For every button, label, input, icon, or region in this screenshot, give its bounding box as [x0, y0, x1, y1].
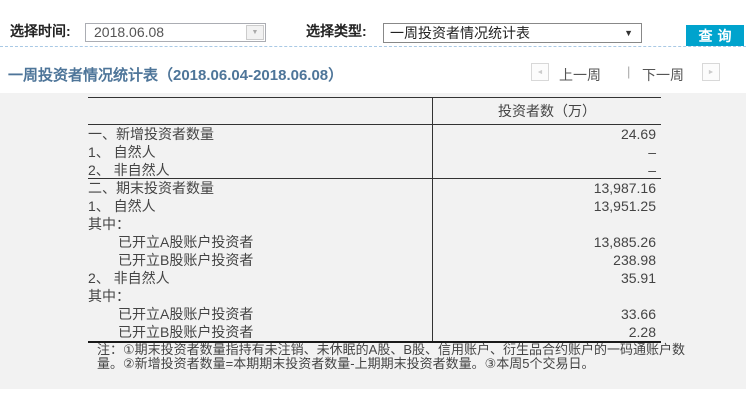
row-value: 35.91: [432, 269, 661, 287]
table-row: 1、 自然人 –: [88, 143, 661, 161]
arrow-left-icon: ◄: [536, 68, 544, 76]
next-week-arrow-button[interactable]: ►: [702, 63, 720, 81]
table-row: 其中：: [88, 287, 661, 305]
prev-week-arrow-button[interactable]: ◄: [531, 63, 549, 81]
table-row: 已开立B股账户投资者 2.28: [88, 323, 661, 341]
row-label: 已开立B股账户投资者: [118, 324, 254, 340]
row-value: 13,987.16: [432, 179, 661, 197]
report-type-selected-value: 一周投资者情况统计表: [390, 25, 530, 41]
row-label: 其中：: [88, 288, 130, 304]
row-label: 一、新增投资者数量: [88, 126, 214, 142]
row-value: [432, 215, 661, 233]
dashed-divider: [0, 46, 746, 47]
row-value: –: [432, 143, 661, 161]
table-row: 一、新增投资者数量 24.69: [88, 125, 661, 143]
select-time-label: 选择时间:: [10, 23, 71, 39]
row-value: 238.98: [432, 251, 661, 269]
row-label: 2、 非自然人: [88, 162, 170, 178]
row-label: 2、 非自然人: [88, 270, 170, 286]
row-value: [432, 287, 661, 305]
table-row: 二、期末投资者数量 13,987.16: [88, 179, 661, 197]
header-value-cell: 投资者数（万）: [432, 98, 661, 124]
page-title: 一周投资者情况统计表（2018.06.04-2018.06.08）: [8, 67, 344, 84]
date-picker-dropdown-button[interactable]: ▼: [246, 25, 264, 40]
arrow-right-icon: ►: [707, 68, 715, 76]
row-label: 已开立A股账户投资者: [118, 234, 254, 250]
row-value: 13,951.25: [432, 197, 661, 215]
date-picker-value: 2018.06.08: [94, 24, 165, 40]
row-value: 2.28: [432, 323, 661, 341]
chevron-down-icon: ▼: [251, 29, 259, 36]
row-value: 24.69: [432, 125, 661, 143]
row-label: 其中：: [88, 216, 130, 232]
row-value: –: [432, 161, 661, 178]
row-label: 已开立B股账户投资者: [118, 252, 254, 268]
prev-week-link[interactable]: 上一周: [559, 67, 601, 83]
table-body: 一、新增投资者数量 24.69 1、 自然人 – 2、 非自然人 – 二、期末投资者数量 13…: [88, 125, 661, 343]
next-week-link[interactable]: 下一周: [642, 67, 684, 83]
row-label: 二、期末投资者数量: [88, 180, 214, 196]
table-row: 2、 非自然人 –: [88, 161, 661, 179]
chevron-down-icon: ▼: [624, 28, 633, 38]
header-label-cell: [88, 98, 432, 124]
content-panel: 投资者数（万） 一、新增投资者数量 24.69 1、 自然人 –2、 非自然人 – 二、期…: [0, 93, 746, 389]
row-value: 33.66: [432, 305, 661, 323]
table-row: 2、 非自然人 35.91: [88, 269, 661, 287]
date-picker-input[interactable]: 2018.06.08 ▼: [85, 23, 266, 42]
table-row: 其中：: [88, 215, 661, 233]
table-footnote: 注：①期末投资者数量指持有未注销、未休眠的A股、B股、信用账户、衍生品合约账户的…: [97, 342, 685, 371]
row-label: 1、 自然人: [88, 198, 156, 214]
nav-separator: |: [627, 64, 631, 79]
row-label: 已开立A股账户投资者: [118, 306, 254, 322]
table-row: 已开立A股账户投资者 33.66: [88, 305, 661, 323]
report-type-select[interactable]: 一周投资者情况统计表 ▼: [383, 23, 642, 43]
row-value: 13,885.26: [432, 233, 661, 251]
table-row: 已开立A股账户投资者 13,885.26: [88, 233, 661, 251]
select-type-label: 选择类型:: [306, 23, 367, 39]
table-row: 已开立B股账户投资者 238.98: [88, 251, 661, 269]
row-label: 1、 自然人: [88, 144, 156, 160]
table-row: 1、 自然人 13,951.25: [88, 197, 661, 215]
investor-stats-table: 投资者数（万） 一、新增投资者数量 24.69 1、 自然人 –2、 非自然人 – 二、期…: [88, 97, 661, 343]
query-button[interactable]: 查询: [686, 25, 744, 46]
table-header-row: 投资者数（万）: [88, 97, 661, 125]
